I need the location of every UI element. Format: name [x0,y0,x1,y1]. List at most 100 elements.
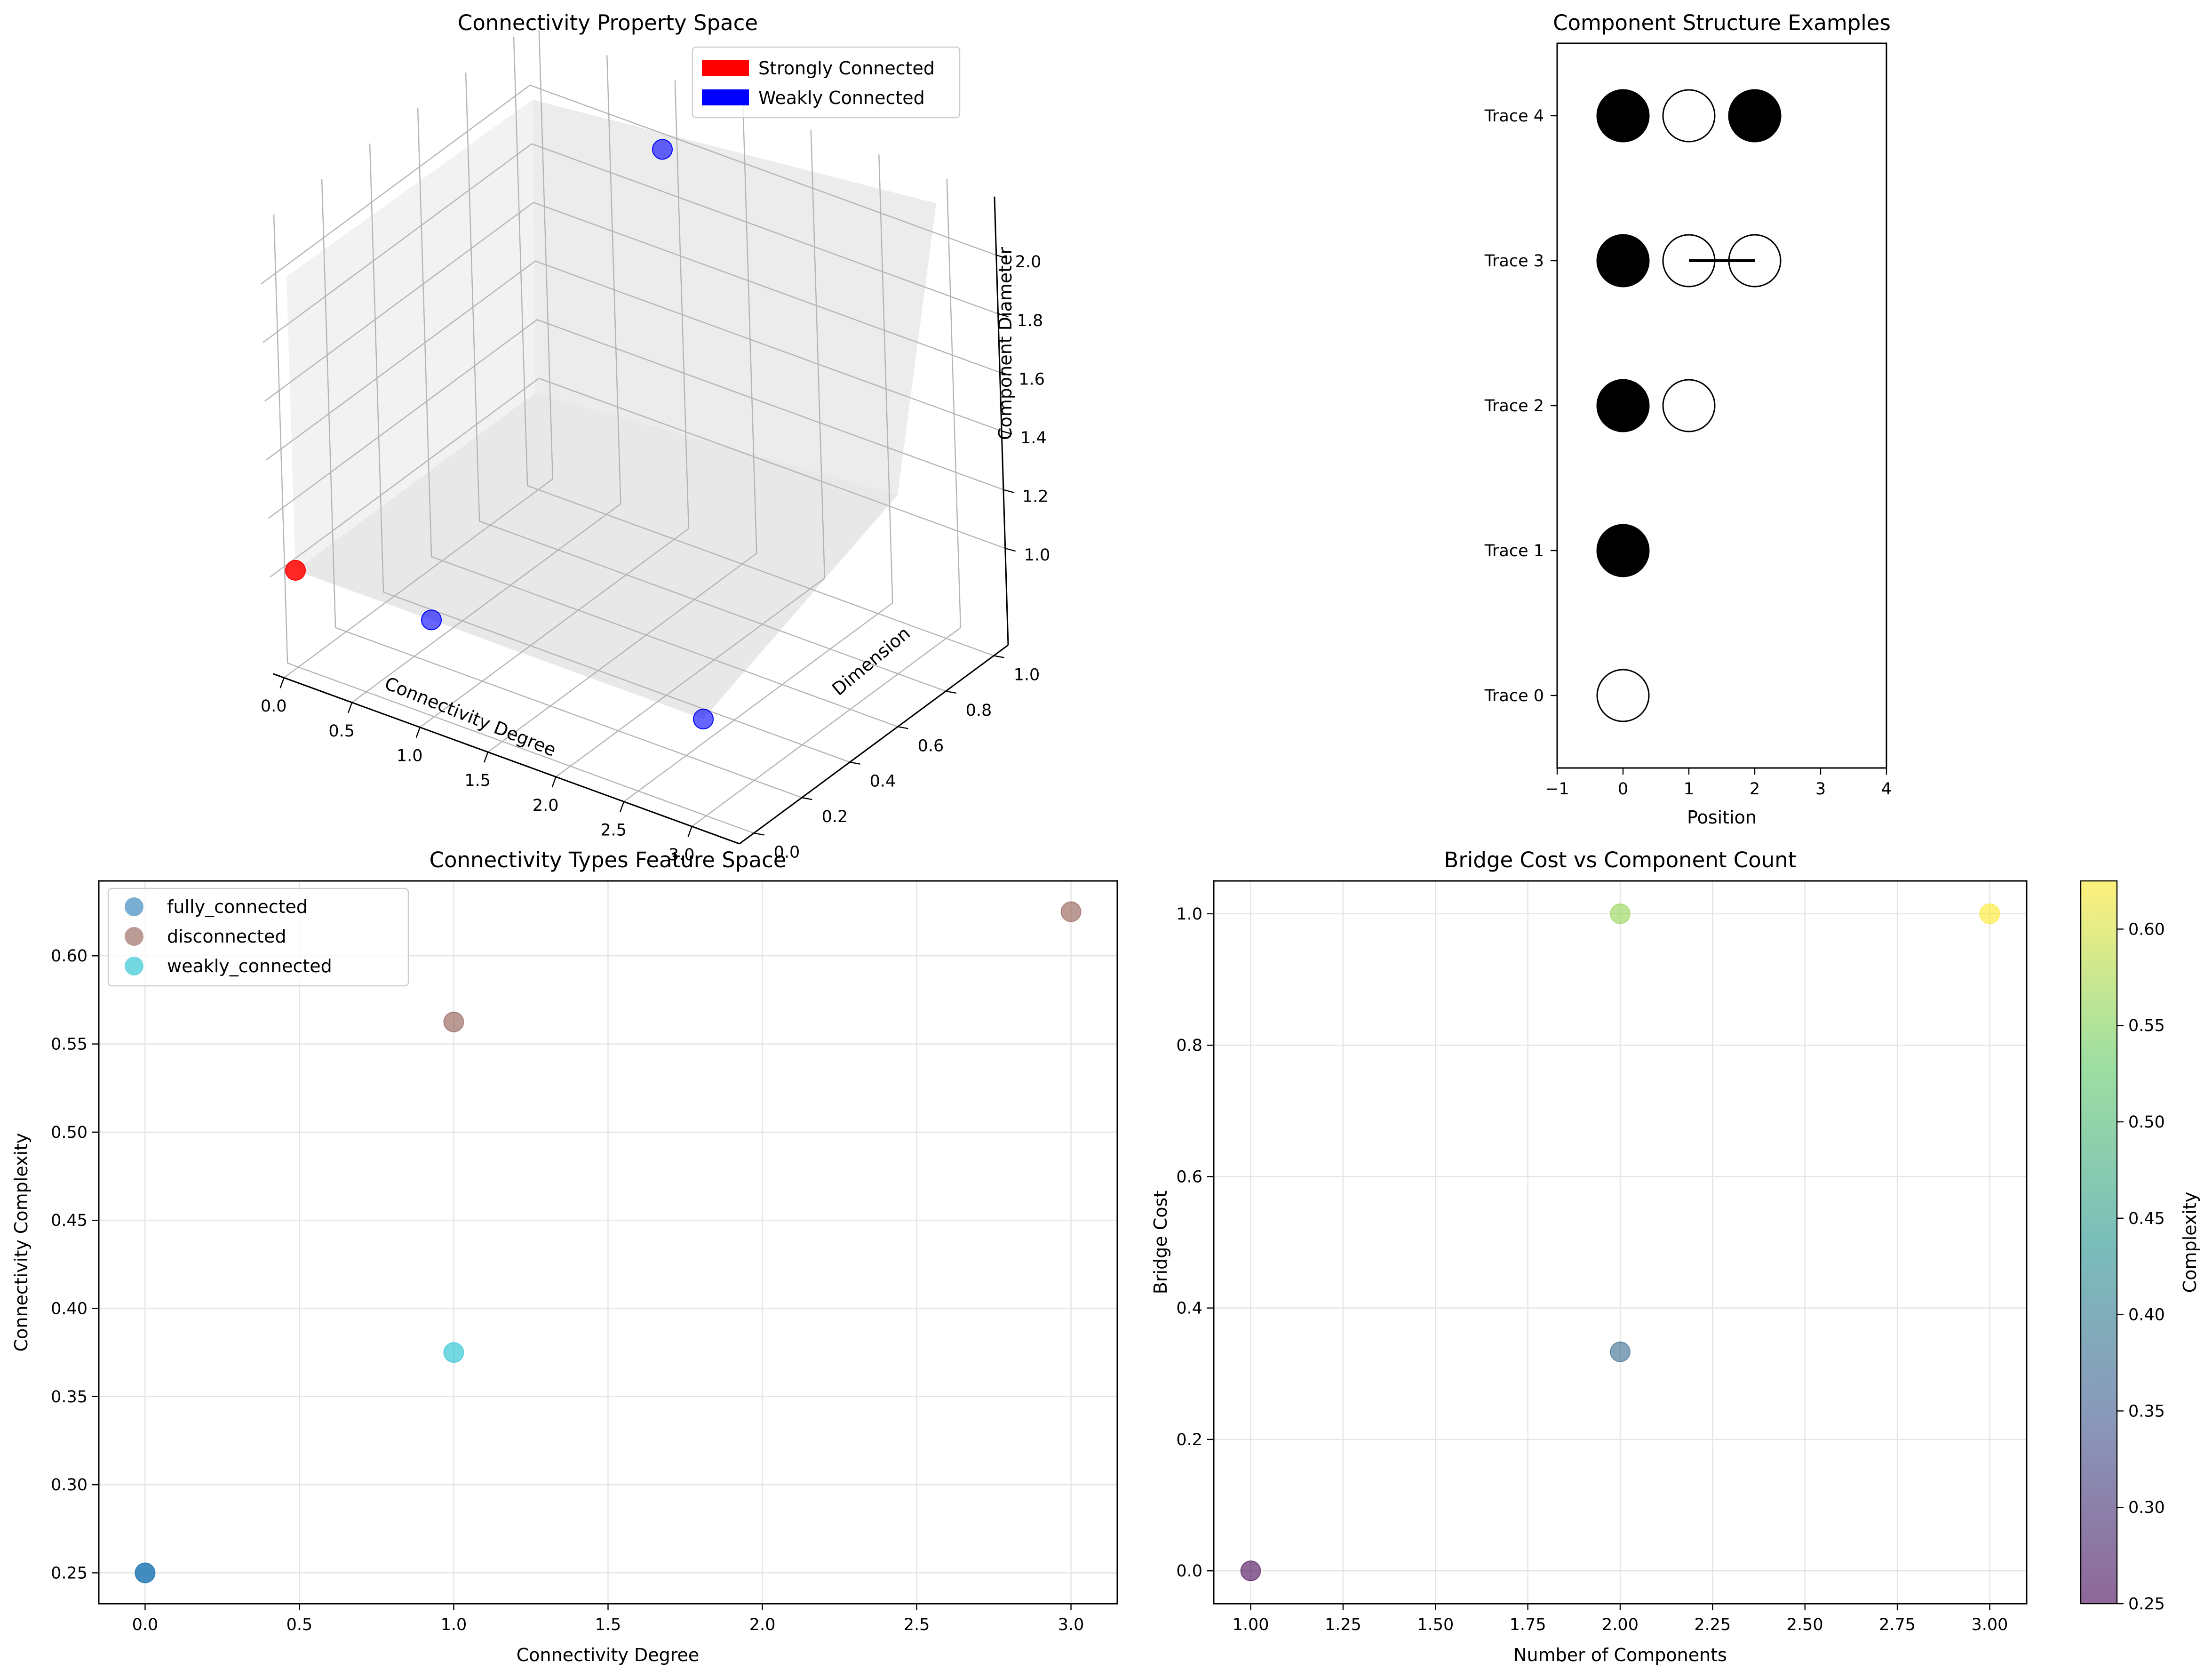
legend-swatch-strong [702,60,749,76]
colorbar-tick-label: 0.60 [2128,920,2165,939]
grid-line-x-floor [351,503,621,703]
x-tick-label-3d: 0.0 [261,697,287,716]
types-x-ticks: 0.0 0.5 1.0 1.5 2.0 2.5 3.0 [132,1604,1084,1634]
bridge-x-axis-label: Number of Components [1513,1645,1727,1665]
colorbar-tick-label: 0.25 [2128,1595,2165,1614]
structure-x-tick-label: −1 [1545,780,1569,799]
legend-label-weakly-connected: weakly_connected [167,956,332,976]
grid-line-y-side [369,144,384,592]
grid-line-z-back [537,319,1004,490]
z-tick-label-3d: 1.6 [1018,370,1045,389]
types-x-tick-label: 2.0 [749,1615,776,1634]
axes-3d [273,196,1009,845]
types-x-tick-label: 1.0 [441,1615,467,1634]
grid-line-x-back [878,154,893,603]
colorbar-ticks: 0.25 0.30 0.35 0.40 0.45 0.50 0.55 0.60 [2117,920,2165,1614]
x-tick-label-3d: 2.0 [533,796,559,815]
y-tick-mark-3d [754,832,764,836]
point-weakly-connected [652,139,673,160]
legend-3d-frame [692,46,961,119]
x-ticks-3d: 0.0 0.5 1.0 1.5 2.0 2.5 3.0 [261,677,695,864]
legend-3d: Strongly Connected Weakly Connected [692,46,961,119]
structure-x-axis-label: Position [1687,807,1757,828]
bridge-x-tick-label: 2.50 [1787,1615,1823,1634]
grid-line-y-floor [431,556,898,728]
panel-component-structure: Component Structure Examples −1 0 1 2 3 4 Tra… [1484,10,1892,828]
colorbar-tick-label: 0.35 [2128,1402,2165,1421]
x-tick-mark-3d [551,776,557,788]
grid-line-x-back [810,129,826,578]
x-tick-mark-3d [484,752,489,763]
legend-swatch-weak [702,89,749,105]
structure-x-tick-label: 4 [1881,780,1892,799]
bridge-x-ticks: 1.00 1.25 1.50 1.75 2.00 2.25 2.50 2.75 3.00 [1233,1604,2008,1634]
types-point-disconnected [443,1011,464,1032]
structure-y-ticks: Trace 0 Trace 1 Trace 2 Trace 3 Trace 4 [1484,107,1557,705]
grid-line-x-floor [419,528,689,728]
structure-x-ticks: −1 0 1 2 3 4 [1545,768,1892,799]
grid-line-y-side [513,37,528,486]
z-tick-label-3d: 1.0 [1024,546,1050,565]
bridge-y-tick-label: 0.2 [1176,1431,1202,1449]
types-points [135,901,1082,1583]
types-x-tick-label: 0.5 [286,1615,313,1634]
grid-line-z-back [533,202,1000,373]
types-point-weakly-connected [443,1342,464,1363]
z-tick-label-3d: 1.8 [1017,312,1043,330]
types-x-axis-label: Connectivity Degree [517,1645,700,1665]
structure-y-tick-label: Trace 4 [1484,107,1544,126]
types-y-axis-label: Connectivity Complexity [11,1133,32,1352]
pane-back-right [533,100,936,495]
grid-line-y-floor [527,485,994,656]
bridge-points [1240,903,2000,1582]
bridge-grid [1214,881,2027,1604]
bridge-y-ticks: 0.0 0.2 0.4 0.6 0.8 1.0 [1176,905,1214,1581]
y-tick-label-3d: 0.6 [918,736,944,755]
x-tick-mark-3d [415,727,421,738]
bridge-y-tick-label: 1.0 [1176,905,1202,924]
bridge-point [1240,1560,1261,1582]
point-strongly-connected [285,560,306,581]
y-ticks-3d: 0.0 0.2 0.4 0.6 0.8 1.0 [754,655,1040,862]
grid-line-z-side [266,260,536,460]
z-ticks-3d: 1.0 1.2 1.4 1.6 1.8 2.0 [996,253,1050,565]
component-node-filled [1728,89,1782,143]
types-x-tick-label: 3.0 [1058,1615,1084,1634]
structure-x-tick-label: 3 [1815,780,1826,799]
structure-y-tick-label: Trace 0 [1484,687,1544,705]
y-axis-label-3d: Dimension [828,623,914,700]
bridge-point [1979,903,2000,924]
types-y-tick-label: 0.30 [51,1476,88,1495]
z-tick-label-3d: 1.4 [1020,429,1047,448]
colorbar-label: Complexity [2180,1192,2200,1293]
y-axis-line-3d [739,644,1009,845]
colorbar-tick-label: 0.40 [2128,1306,2165,1325]
z-tick-label-3d: 1.2 [1022,488,1049,506]
bridge-x-tick-label: 2.00 [1602,1615,1639,1634]
z-tick-mark-3d [1000,372,1011,376]
point-weakly-connected [421,609,442,631]
x-tick-label-3d: 1.5 [464,771,491,790]
types-legend: fully_connected disconnected weakly_conn… [107,887,409,987]
pane-floor [295,393,898,719]
colorbar-tick-label: 0.55 [2128,1016,2165,1035]
structure-y-tick-label: Trace 1 [1484,542,1544,560]
structure-title: Component Structure Examples [1553,10,1891,35]
component-node-empty [1662,89,1716,143]
x-tick-mark-3d [687,826,692,837]
grid-line-z-back [535,260,1002,432]
y-tick-mark-3d [946,690,956,694]
grid-line-x-back [606,55,621,504]
bridge-x-tick-label: 1.50 [1417,1615,1454,1634]
x-tick-mark-3d [620,801,625,812]
structure-y-tick-label: Trace 2 [1484,397,1544,416]
z-tick-mark-3d [1003,489,1014,493]
grid-line-z-back [530,84,997,256]
bridge-x-tick-label: 3.00 [1971,1615,2008,1634]
grid-line-y-side [417,108,432,557]
legend-label-fully-connected: fully_connected [167,896,308,917]
colorbar-tick-label: 0.45 [2128,1209,2165,1228]
types-y-tick-label: 0.45 [51,1211,88,1230]
component-node-empty [1662,379,1716,432]
component-node-filled [1596,524,1650,577]
